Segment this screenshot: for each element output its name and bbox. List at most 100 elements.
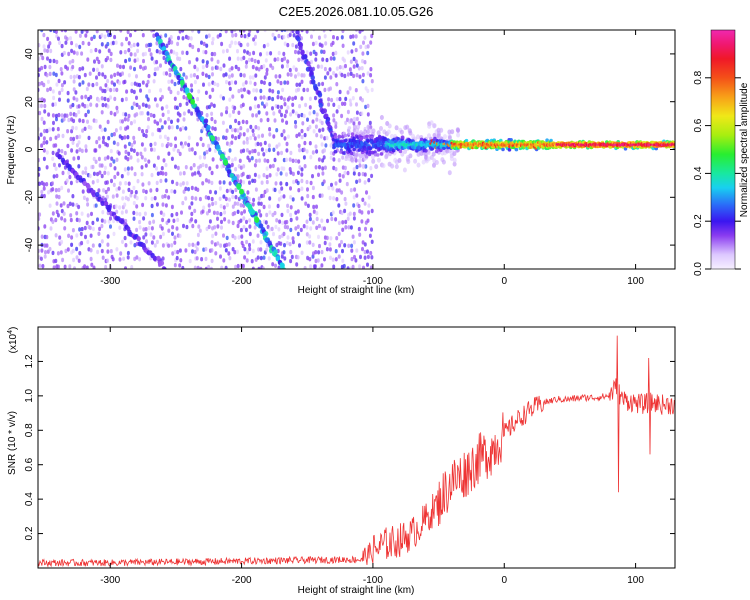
noise-cell (237, 66, 241, 72)
noise-cell (271, 262, 275, 267)
noise-cell (352, 216, 356, 221)
noise-cell (239, 227, 243, 233)
noise-cell (74, 30, 78, 34)
noise-cell (201, 126, 205, 131)
noise-cell (147, 73, 151, 79)
noise-cell (178, 113, 182, 118)
noise-cell (316, 258, 320, 263)
noise-cell (63, 264, 67, 269)
noise-cell (128, 57, 131, 62)
noise-cell (187, 142, 191, 148)
noise-cell (51, 89, 55, 94)
noise-cell (259, 255, 263, 261)
halo-cell (371, 158, 376, 164)
noise-cell (55, 59, 59, 65)
noise-cell (210, 170, 214, 176)
noise-cell (285, 181, 289, 187)
noise-cell (109, 148, 113, 154)
noise-cell (39, 256, 43, 261)
noise-cell (98, 226, 102, 232)
noise-cell (317, 157, 321, 162)
noise-cell (335, 197, 339, 202)
noise-cell (292, 65, 296, 70)
noise-cell (282, 157, 286, 163)
noise-cell (195, 142, 199, 147)
noise-cell (310, 59, 313, 65)
noise-cell (355, 179, 359, 184)
noise-cell (218, 180, 222, 185)
noise-cell (223, 210, 227, 215)
noise-cell (363, 242, 367, 247)
noise-cell (181, 36, 185, 41)
noise-cell (239, 149, 243, 154)
noise-cell (305, 232, 309, 237)
noise-cell (136, 57, 140, 62)
noise-cell (289, 72, 293, 77)
noise-cell (38, 212, 42, 217)
noise-cell (285, 120, 289, 125)
noise-cell (114, 204, 118, 209)
noise-cell (100, 64, 104, 69)
noise-cell (167, 79, 171, 85)
noise-cell (120, 97, 124, 103)
noise-cell (101, 210, 105, 215)
noise-cell (323, 75, 327, 80)
noise-cell (355, 110, 359, 115)
noise-cell (160, 125, 164, 130)
noise-cell (207, 74, 211, 80)
noise-cell (150, 147, 153, 152)
halo-cell (361, 163, 366, 169)
y-axis-ticks: 0.20.40.60.81.01.2 (24, 354, 675, 541)
noise-cell (213, 51, 217, 57)
noise-cell (125, 36, 128, 42)
noise-cell (211, 72, 214, 77)
noise-cell (193, 265, 197, 269)
halo-cell (402, 167, 407, 173)
noise-cell (257, 134, 261, 139)
noise-cell (257, 247, 261, 252)
noise-cell (355, 73, 359, 78)
noise-cell (173, 189, 177, 194)
noise-cell (182, 223, 185, 229)
noise-cell (257, 201, 261, 206)
noise-cell (147, 104, 151, 109)
noise-cell (118, 257, 122, 262)
noise-cell (184, 126, 188, 131)
noise-cell (60, 185, 64, 191)
noise-cell (262, 95, 266, 100)
noise-cell (334, 217, 338, 222)
noise-cell (344, 201, 348, 206)
noise-cell (268, 127, 272, 132)
noise-cell (225, 235, 229, 241)
noise-cell (257, 209, 261, 214)
noise-cell (294, 25, 297, 29)
noise-cell (42, 148, 46, 153)
noise-cell (314, 40, 318, 46)
noise-cell (51, 181, 54, 186)
noise-cell (282, 97, 286, 102)
noise-cell (260, 147, 264, 152)
noise-cell (81, 40, 85, 46)
noise-cell (327, 26, 330, 30)
noise-cell (311, 41, 315, 47)
noise-cell (297, 57, 301, 62)
noise-cell (64, 30, 67, 33)
noise-cell (314, 95, 317, 101)
noise-cell (184, 248, 188, 253)
noise-cell (325, 57, 329, 63)
noise-cell (324, 143, 328, 148)
noise-cell (123, 135, 127, 140)
noise-cell (100, 173, 104, 179)
noise-cell (365, 190, 368, 195)
noise-cell (294, 226, 298, 231)
noise-cell (245, 136, 249, 142)
noise-cell (329, 56, 333, 61)
noise-cell (91, 82, 95, 88)
noise-cell (141, 33, 145, 38)
noise-cell (60, 71, 64, 76)
noise-cell (251, 64, 255, 70)
noise-cell (317, 234, 320, 240)
noise-cell (297, 72, 300, 77)
noise-cell (62, 117, 66, 122)
noise-cell (338, 243, 342, 248)
